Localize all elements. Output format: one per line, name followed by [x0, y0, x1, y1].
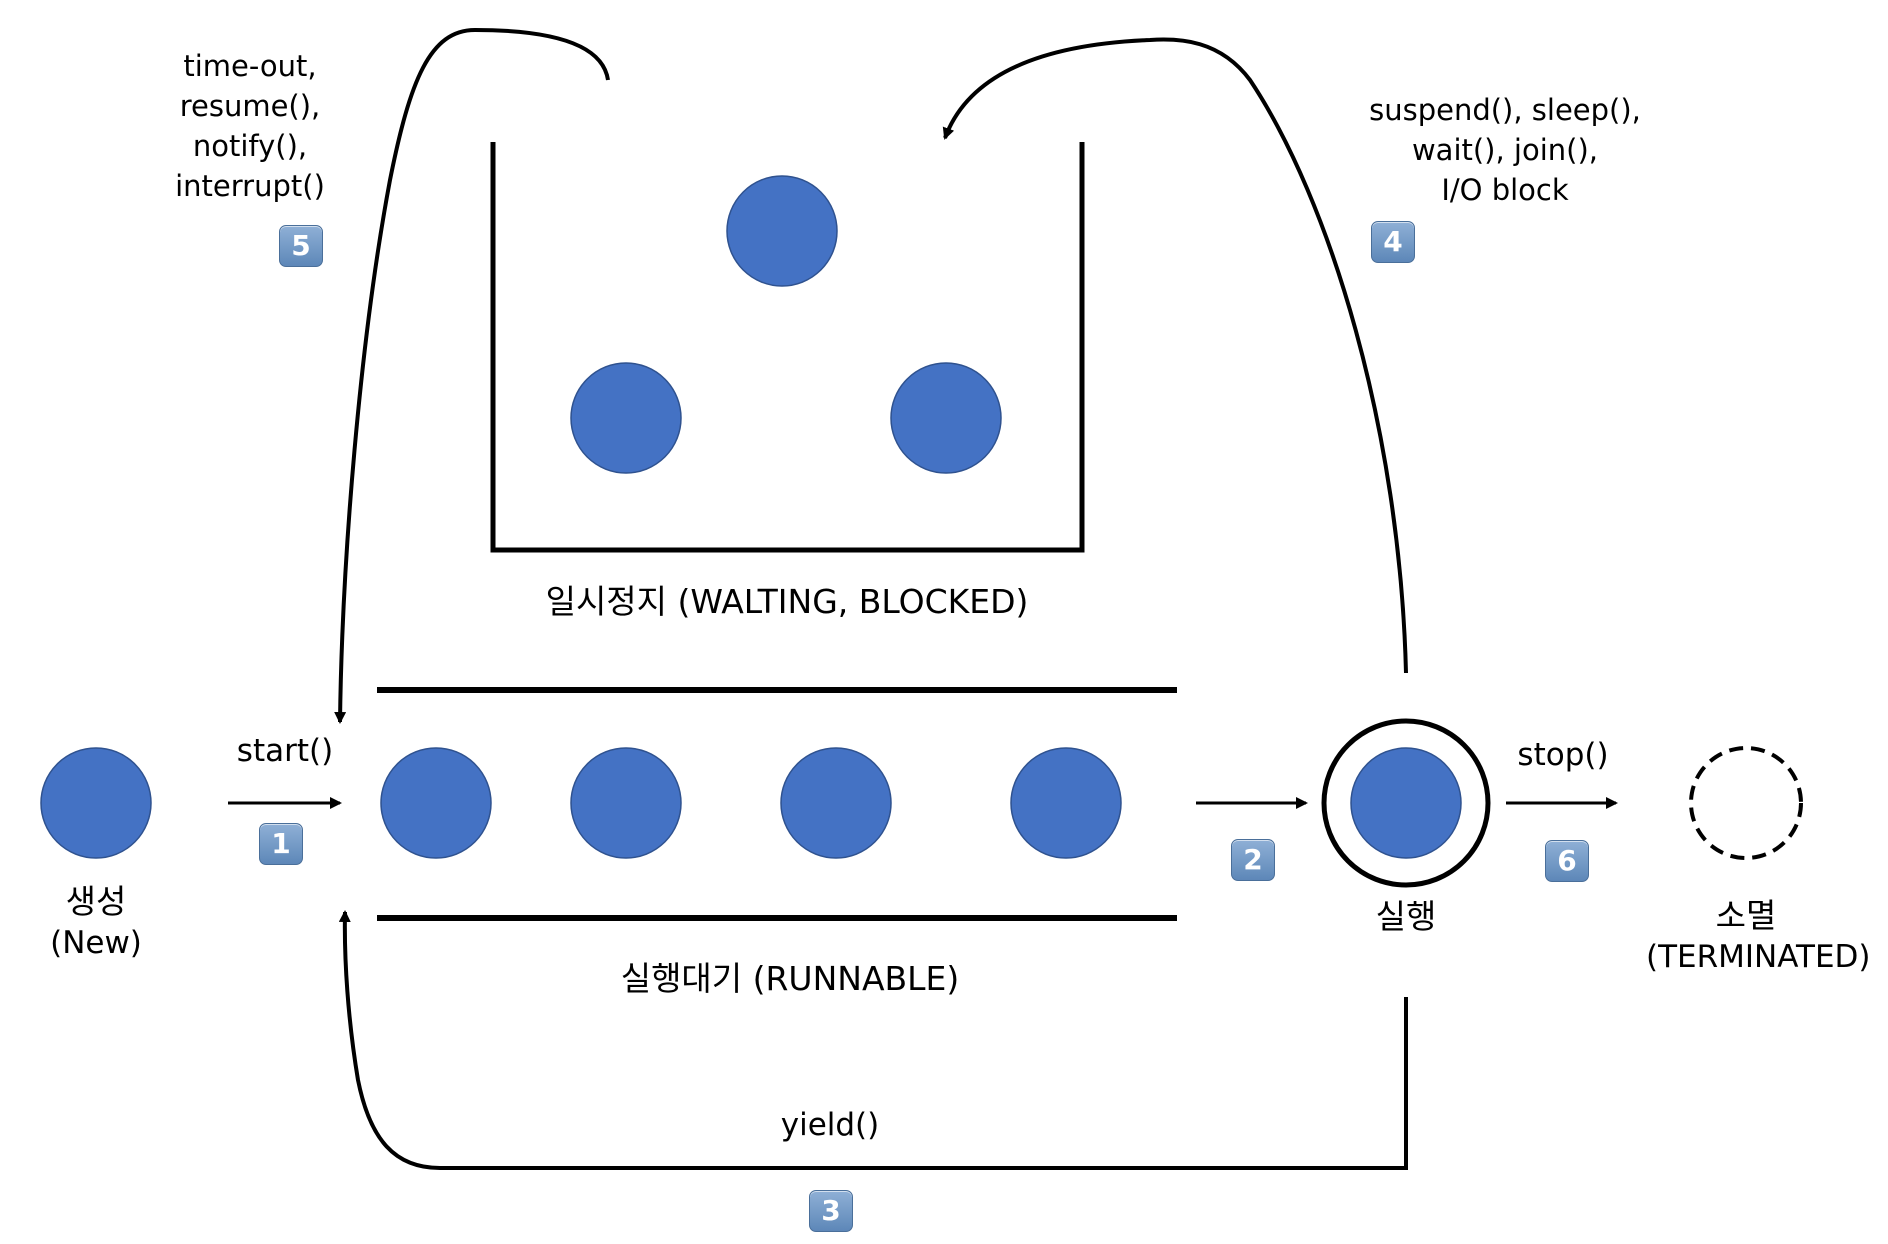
terminated-thread [1689, 746, 1803, 860]
runnable-thread [1010, 747, 1122, 859]
new-label-ko: 생성 [65, 882, 127, 921]
block-methods-line-1: suspend(), sleep(), [1369, 93, 1641, 127]
waiting-thread [890, 362, 1002, 474]
terminated-label-en: (TERMINATED) [1646, 939, 1871, 975]
unblock-methods-line-1: time-out, [183, 49, 317, 83]
badge-4: 4 [1371, 221, 1415, 263]
badge-5: 5 [279, 225, 323, 267]
unblock-methods-line-2: resume(), [179, 89, 321, 123]
runnable-label: 실행대기 (RUNNABLE) [620, 959, 960, 998]
badge-3: 3 [809, 1190, 853, 1232]
new-label-en: (New) [50, 925, 142, 961]
arrow-unblock [334, 27, 610, 724]
block-methods-line-2: wait(), join(), [1411, 133, 1599, 167]
unblock-methods-line-3: notify(), [192, 129, 308, 163]
running-label: 실행 [1375, 897, 1437, 936]
new-thread [40, 747, 152, 859]
runnable-thread [780, 747, 892, 859]
arrow-yield [338, 910, 1408, 1170]
stop-label: stop() [1517, 737, 1609, 773]
running-ring [1321, 718, 1491, 888]
badge-1: 1 [259, 823, 303, 865]
badge-6: 6 [1545, 840, 1589, 882]
waiting-thread [726, 175, 838, 287]
waiting-thread [570, 362, 682, 474]
arrow-block [942, 37, 1408, 674]
yield-label: yield() [780, 1107, 880, 1143]
unblock-methods-line-4: interrupt() [175, 169, 325, 203]
badge-2: 2 [1231, 839, 1275, 881]
block-methods-line-3: I/O block [1441, 173, 1569, 207]
running-thread [1350, 747, 1462, 859]
start-label: start() [236, 733, 334, 769]
waiting-label: 일시정지 (WALTING, BLOCKED) [545, 582, 1029, 621]
terminated-label-ko: 소멸 [1715, 896, 1777, 935]
runnable-thread [570, 747, 682, 859]
waiting-box [490, 142, 1085, 553]
runnable-thread [380, 747, 492, 859]
